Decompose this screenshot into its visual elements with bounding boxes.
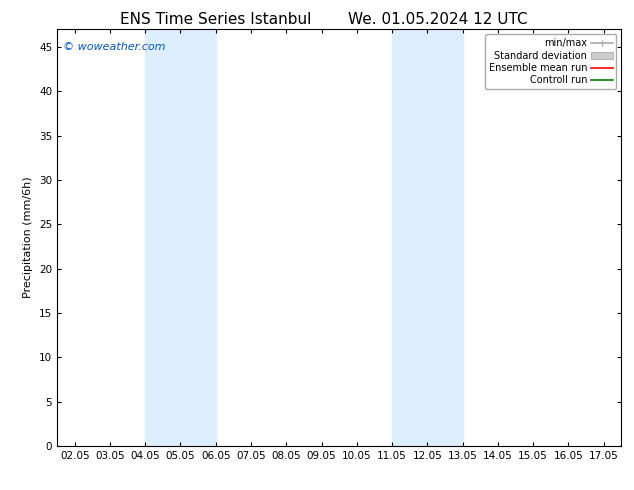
Y-axis label: Precipitation (mm/6h): Precipitation (mm/6h) — [23, 177, 34, 298]
Text: © woweather.com: © woweather.com — [63, 42, 165, 52]
Bar — [392, 29, 463, 446]
Text: ENS Time Series Istanbul: ENS Time Series Istanbul — [120, 12, 311, 27]
Text: We. 01.05.2024 12 UTC: We. 01.05.2024 12 UTC — [347, 12, 527, 27]
Bar — [145, 29, 216, 446]
Legend: min/max, Standard deviation, Ensemble mean run, Controll run: min/max, Standard deviation, Ensemble me… — [485, 34, 616, 89]
